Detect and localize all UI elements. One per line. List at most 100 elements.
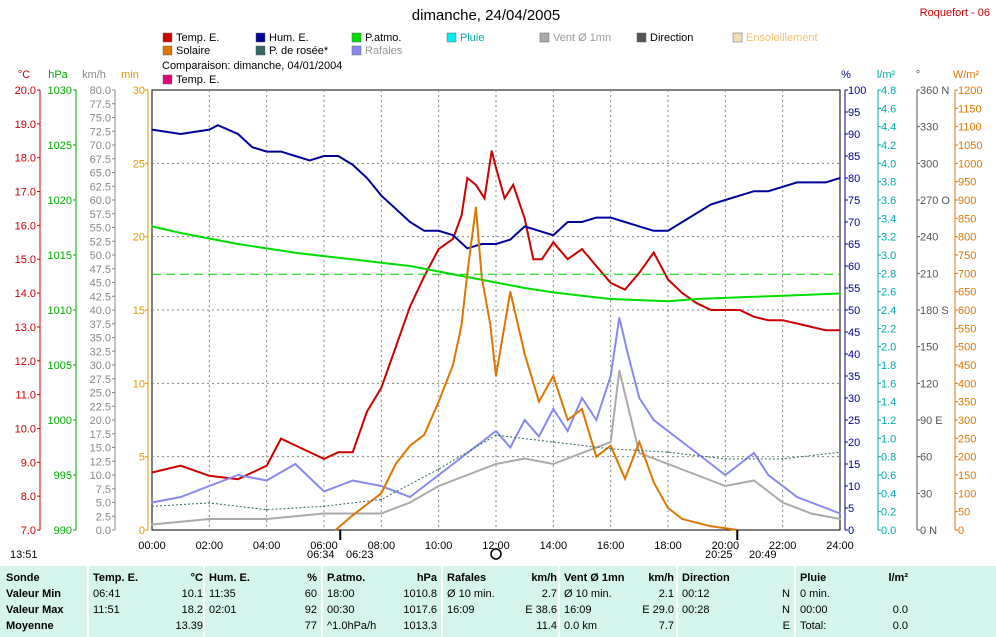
stats-cell-value: E 29.0 [642, 604, 674, 616]
stats-head-unit: % [307, 572, 317, 584]
stats-head-unit: hPa [416, 572, 437, 584]
sunset-label: 20:25 [705, 549, 733, 561]
axis-tick-label-rain: 2.0 [881, 342, 896, 354]
series-point [695, 452, 698, 454]
series-point [724, 485, 727, 487]
series-point [781, 485, 784, 487]
series-point [380, 492, 383, 495]
stats-cell-left: 0.0 km [564, 620, 598, 632]
sun-markers: 13:51 06:34 06:23 20:25 20:49 [10, 530, 777, 561]
stats-row: 77 [209, 618, 317, 634]
axis-tick-label-rain: 2.8 [881, 268, 896, 280]
axis-tick-label-solar: 650 [958, 287, 976, 299]
series-point [466, 272, 469, 275]
axis-tick-label-solar: 300 [958, 415, 976, 427]
stats-head: Hum. E.% [209, 570, 317, 586]
series-point [581, 248, 583, 250]
axis-tick-label-press: 1010 [48, 305, 72, 317]
axis-tick-label-press: 1030 [48, 85, 72, 97]
axis-tick-label-rain: 3.4 [881, 213, 896, 225]
axis-tick-label-wind: 10.0 [90, 470, 111, 482]
axis-tick-label-dir: 300 [920, 158, 938, 170]
series-point [667, 463, 669, 465]
series-point [767, 474, 770, 476]
axis-tick-label-hum: 30 [848, 393, 860, 405]
series-point [667, 278, 669, 281]
axis-tick-label-wind: 77.5 [90, 99, 111, 111]
x-tick-label: 02:00 [196, 540, 224, 552]
stats-row: 0.0 km 7.7 [564, 618, 674, 634]
axis-tick-label-rain: 3.2 [881, 232, 896, 244]
series-point [781, 294, 784, 297]
axis-tick-label-sun: 0 [139, 525, 145, 537]
axis-tick-label-wind: 7.5 [96, 484, 111, 496]
axis-tick-label-temp: 13.0 [15, 322, 36, 334]
axis-tick-label-wind: 80.0 [90, 85, 111, 97]
series-point [839, 451, 841, 453]
axis-tick-label-wind: 12.5 [90, 456, 111, 468]
stats-head-label: Sonde [6, 572, 40, 584]
axis-tick-label-temp: 14.0 [15, 288, 36, 300]
axis-unit-sun: min [121, 69, 139, 81]
axis-unit-hum: % [841, 69, 851, 81]
axis-tick-label-rain: 1.6 [881, 378, 896, 390]
series-point [538, 230, 540, 232]
series-point [681, 518, 684, 520]
sunrise2-label: 06:23 [346, 549, 374, 561]
legend-label: Vent Ø 1mn [553, 32, 611, 44]
axis-tick-label-hum: 0 [848, 525, 854, 537]
series-point [495, 375, 497, 377]
axis-tick-label-hum: 70 [848, 217, 860, 229]
axis-tick-label-press: 995 [54, 470, 72, 482]
legend-swatch [255, 32, 266, 43]
axis-tick-label-sun: 20 [133, 232, 145, 244]
sunrise-prev-label: 13:51 [10, 549, 38, 561]
axis-tick-label-rain: 0.8 [881, 452, 896, 464]
legend-swatch [255, 45, 266, 56]
axis-tick-label-wind: 72.5 [90, 126, 111, 138]
axis-tick-label-sun: 15 [133, 305, 145, 317]
series-point [265, 479, 268, 482]
series-point [624, 288, 626, 291]
stats-cell-value: 0.0 [892, 604, 908, 616]
stats-head: Direction [682, 570, 790, 586]
series-point [265, 464, 268, 467]
axis-tick-label-wind: 20.0 [90, 415, 111, 427]
series-point [480, 441, 483, 443]
series-point [532, 258, 535, 261]
series-point [695, 302, 698, 305]
axis-tick-label-solar: 150 [958, 470, 976, 482]
series-point [839, 177, 841, 179]
stats-row: Ø 10 min. 2.1 [564, 586, 674, 602]
axis-tick-label-wind: 27.5 [90, 374, 111, 386]
series-point [409, 221, 411, 223]
series-point [695, 212, 698, 214]
axis-tick-label-wind: 32.5 [90, 346, 111, 358]
series-point [294, 155, 297, 157]
series-point [824, 329, 827, 332]
axis-tick-label-hum: 75 [848, 195, 860, 207]
series-point [466, 177, 469, 179]
series-point [566, 419, 569, 421]
series-point [552, 375, 555, 377]
series-point [652, 481, 655, 484]
series-point [437, 400, 440, 403]
stats-cell-left: Ø 10 min. [564, 588, 612, 600]
axis-tick-label-solar: 950 [958, 177, 976, 189]
axis-tick-label-solar: 0 [958, 525, 964, 537]
series-line [334, 207, 737, 531]
legend-label: Solaire [176, 45, 210, 57]
stats-row: 13.39 [93, 618, 203, 634]
axis-tick-label-dir: 30 [920, 488, 932, 500]
legend-label: Hum. E. [269, 32, 309, 44]
x-tick-label: 06:00 [310, 540, 338, 552]
series-point [552, 234, 555, 236]
axis-tick-label-solar: 1000 [958, 158, 982, 170]
axis-tick-label-rain: 4.4 [881, 122, 896, 134]
series-point [179, 133, 182, 135]
series-point [552, 241, 555, 244]
series-point [294, 444, 297, 447]
axis-tick-label-hum: 60 [848, 261, 860, 273]
stats-cell-left: Ø 10 min. [447, 588, 495, 600]
series-point [265, 508, 268, 511]
